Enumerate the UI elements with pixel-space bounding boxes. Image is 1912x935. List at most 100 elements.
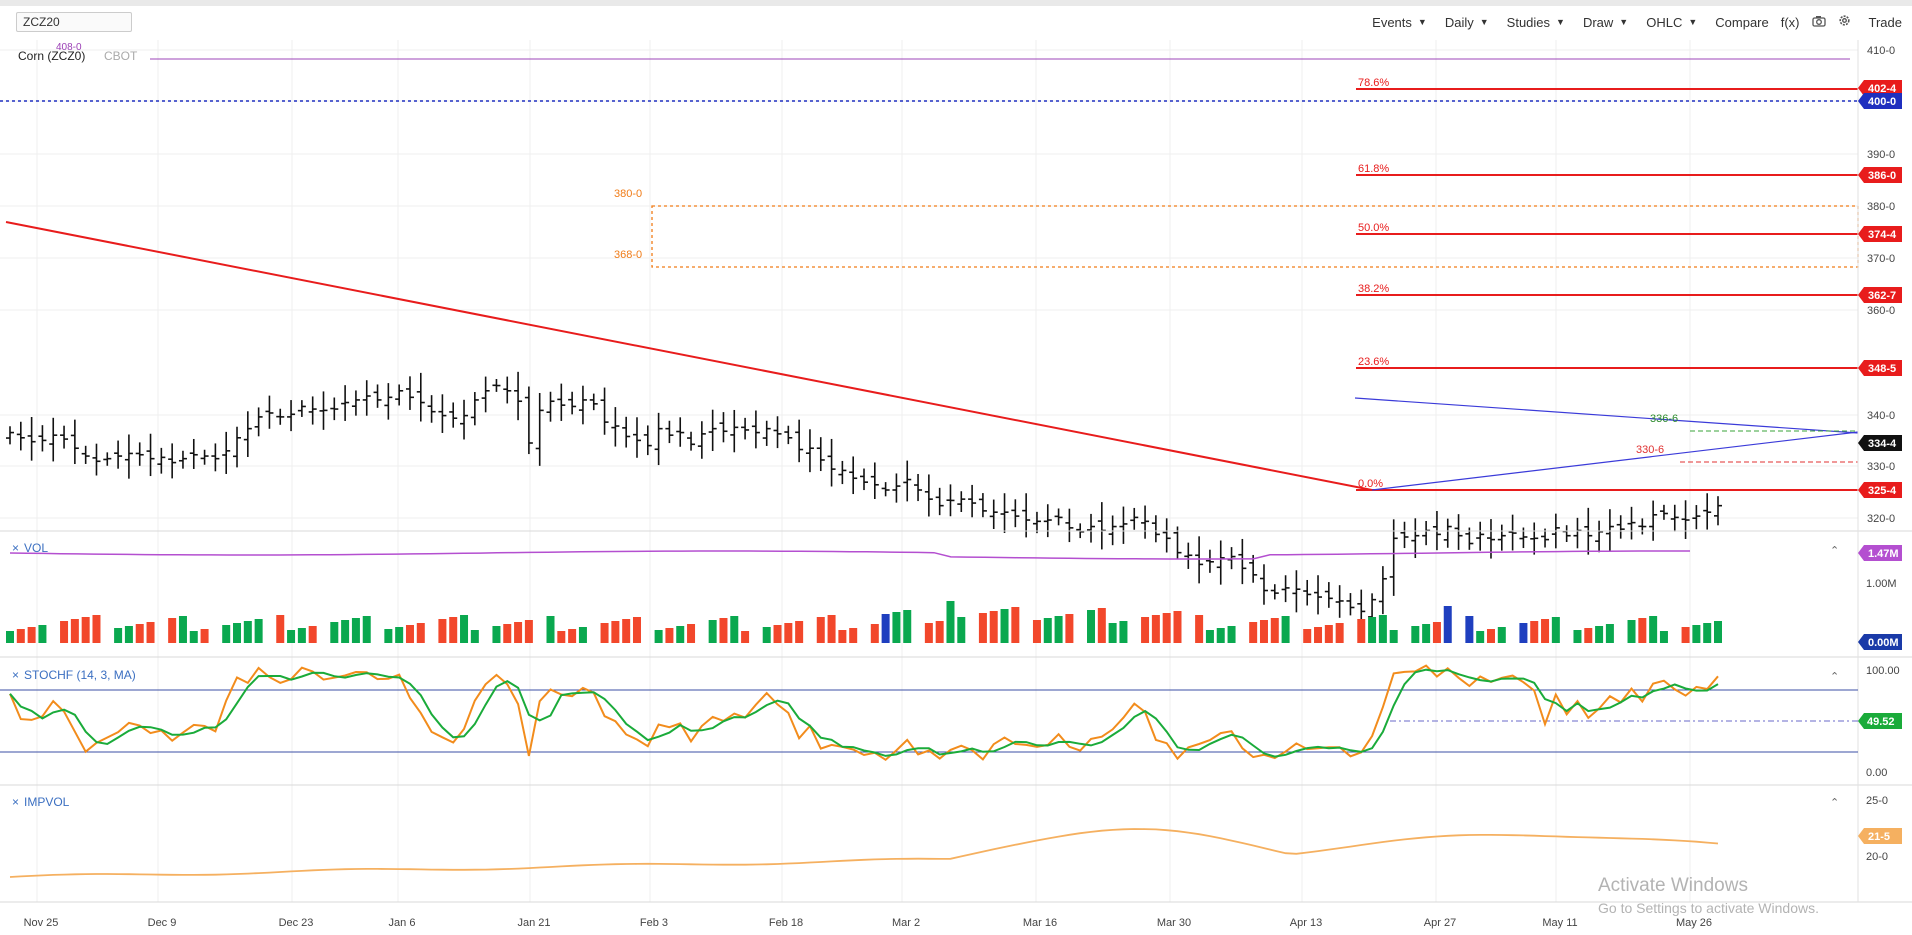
- impvol-tick-label: 25-0: [1866, 795, 1888, 807]
- price-tick-label: 370-0: [1867, 253, 1895, 265]
- price-tick-label: 360-0: [1867, 305, 1895, 317]
- volume-bar: [1173, 611, 1182, 643]
- browser-tab-strip: [0, 0, 1912, 6]
- impvol-close-icon[interactable]: ×: [12, 795, 19, 809]
- instrument-name: Corn (ZCZ0): [18, 49, 85, 63]
- volume-bar: [1659, 631, 1668, 643]
- chevron-down-icon: ▼: [1688, 17, 1698, 27]
- volume-bar: [762, 627, 771, 643]
- price-badge-label: 362-7: [1868, 290, 1896, 302]
- interval-menu[interactable]: Daily ▼: [1445, 15, 1489, 30]
- volume-bar: [276, 615, 285, 643]
- draw-menu[interactable]: Draw ▼: [1583, 15, 1628, 30]
- volume-bar: [1303, 629, 1312, 643]
- fibonacci-retracement: 78.6% 61.8% 50.0% 38.2% 23.6% 0.0%: [1356, 77, 1858, 491]
- events-menu[interactable]: Events ▼: [1372, 15, 1427, 30]
- volume-bar: [416, 623, 425, 643]
- time-tick-label: May 11: [1542, 917, 1577, 929]
- compare-button[interactable]: Compare: [1715, 14, 1769, 30]
- volume-bar: [1249, 622, 1258, 643]
- volume-bar: [1119, 621, 1128, 643]
- volume-bar: [384, 629, 393, 643]
- volume-tick-label: 1.00M: [1866, 578, 1897, 590]
- price-tick-label: 390-0: [1867, 149, 1895, 161]
- trade-button[interactable]: Trade: [1868, 14, 1902, 30]
- volume-bar: [362, 616, 371, 643]
- volume-bar: [438, 619, 447, 643]
- volume-bar: [178, 616, 187, 643]
- time-tick-label: Mar 2: [892, 917, 920, 929]
- volume-bar: [189, 631, 198, 643]
- volume-badge: [1858, 634, 1902, 650]
- fx-button[interactable]: f(x): [1780, 14, 1800, 30]
- green-level-label: 336-6: [1650, 413, 1678, 425]
- time-tick-label: May 26: [1676, 917, 1712, 929]
- volume-bar: [1703, 623, 1712, 643]
- volume-bar: [492, 626, 501, 643]
- volume-bar: [1486, 629, 1495, 643]
- volume-bar: [622, 619, 631, 643]
- volume-bar: [1389, 630, 1398, 643]
- stoch-badge: [1858, 713, 1902, 729]
- volume-bar: [1216, 628, 1225, 643]
- volume-bar: [924, 623, 933, 643]
- volume-bar: [1259, 620, 1268, 643]
- volume-bar: [470, 630, 479, 643]
- volume-bar: [978, 613, 987, 643]
- volume-bar: [957, 617, 966, 643]
- stoch-collapse-icon[interactable]: ⌃: [1830, 671, 1839, 683]
- volume-bar: [989, 611, 998, 643]
- price-tick-label: 320-0: [1867, 513, 1895, 525]
- studies-label: Studies: [1506, 14, 1551, 30]
- chevron-down-icon: ▼: [1417, 17, 1427, 27]
- studies-menu[interactable]: Studies ▼: [1507, 15, 1565, 30]
- stoch-fast-line: [9, 664, 1719, 762]
- camera-icon[interactable]: [1811, 15, 1826, 30]
- volume-bar: [1281, 616, 1290, 643]
- volume-collapse-icon[interactable]: ⌃: [1830, 545, 1839, 557]
- volume-bar: [1108, 623, 1117, 643]
- fib-level-label: 50.0%: [1358, 222, 1389, 234]
- red-level-label: 330-6: [1636, 444, 1664, 456]
- volume-bar: [1011, 607, 1020, 643]
- price-tick-label: 330-0: [1867, 461, 1895, 473]
- volume-bar: [881, 614, 890, 643]
- volume-bar: [1368, 617, 1377, 643]
- volume-bar: [1087, 610, 1096, 643]
- volume-bar: [1573, 630, 1582, 643]
- stoch-close-icon[interactable]: ×: [12, 668, 19, 682]
- price-badge-label: 386-0: [1868, 170, 1896, 182]
- volume-bar: [741, 631, 750, 643]
- impvol-line: [9, 828, 1719, 878]
- price-badge-label: 402-4: [1868, 83, 1897, 95]
- volume-bar: [38, 625, 47, 643]
- volume-bar: [200, 629, 209, 643]
- symbol-input[interactable]: ZCZ20: [16, 12, 132, 32]
- fib-level-label: 23.6%: [1358, 356, 1389, 368]
- triangle-upper-line: [1354, 397, 1859, 434]
- gear-icon[interactable]: [1838, 14, 1851, 30]
- chart-style-menu[interactable]: OHLC ▼: [1646, 15, 1697, 30]
- time-tick-label: Dec 23: [279, 917, 314, 929]
- volume-bar: [124, 626, 133, 643]
- price-badge: [1858, 167, 1902, 183]
- volume-bar: [1551, 617, 1560, 643]
- volume-bar: [1335, 623, 1344, 643]
- volume-bar: [1530, 621, 1539, 643]
- time-tick-label: Apr 13: [1290, 917, 1322, 929]
- volume-bar: [1649, 616, 1658, 643]
- instrument-exchange: CBOT: [104, 49, 138, 63]
- volume-bar: [70, 619, 79, 643]
- volume-bar: [449, 617, 458, 643]
- stoch-tick-label: 100.00: [1866, 665, 1900, 677]
- impvol-collapse-icon[interactable]: ⌃: [1830, 797, 1839, 809]
- volume-bar: [6, 631, 14, 643]
- interval-label: Daily: [1444, 14, 1474, 30]
- volume-bar: [892, 612, 901, 643]
- time-tick-label: Jan 6: [389, 917, 416, 929]
- volume-bar: [838, 630, 847, 643]
- volume-bar: [1378, 615, 1387, 643]
- volume-close-icon[interactable]: ×: [12, 541, 19, 555]
- draw-label: Draw: [1582, 14, 1614, 30]
